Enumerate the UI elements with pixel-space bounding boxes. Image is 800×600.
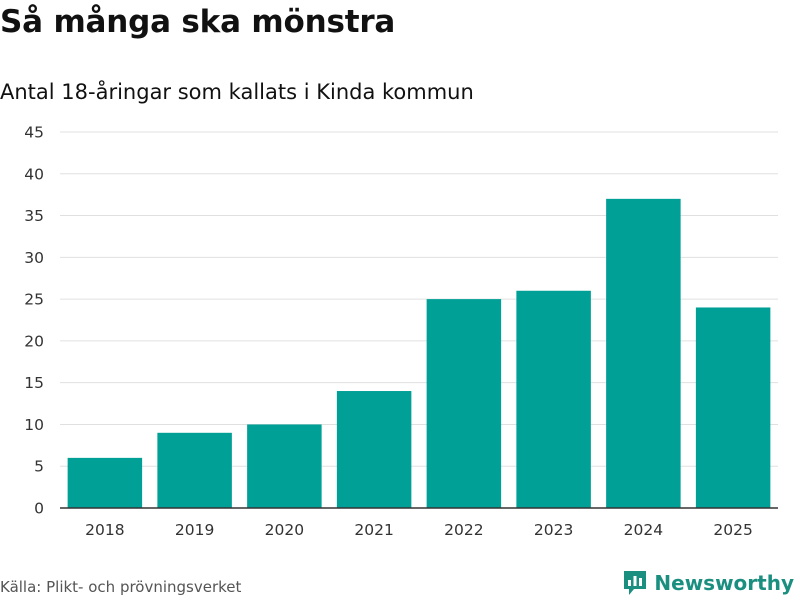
brand-name: Newsworthy [654, 571, 794, 595]
brand-logo: Newsworthy [622, 568, 794, 598]
x-tick-label: 2024 [624, 521, 663, 539]
y-tick-label: 0 [34, 500, 44, 518]
bar-2025 [695, 307, 771, 508]
y-tick-label: 35 [24, 207, 44, 225]
y-tick-label: 20 [24, 332, 44, 350]
bar-2022 [426, 299, 502, 508]
x-tick-label: 2025 [713, 521, 752, 539]
x-tick-label: 2021 [354, 521, 393, 539]
x-tick-label: 2020 [265, 521, 304, 539]
y-tick-label: 30 [24, 249, 44, 267]
chart-subtitle: Antal 18-åringar som kallats i Kinda kom… [0, 80, 474, 104]
x-tick-label: 2022 [444, 521, 483, 539]
bar-chart-logo-icon [624, 571, 647, 595]
x-tick-label: 2019 [175, 521, 214, 539]
y-tick-label: 15 [24, 374, 44, 392]
y-tick-label: 10 [24, 416, 44, 434]
y-tick-label: 40 [24, 165, 44, 183]
chart-title: Så många ska mönstra [0, 4, 396, 40]
x-tick-label: 2018 [85, 521, 124, 539]
source-note: Källa: Plikt- och prövningsverket [0, 578, 242, 596]
bar-2019 [157, 432, 232, 508]
y-tick-label: 45 [24, 124, 44, 142]
bar-2018 [67, 457, 143, 508]
y-tick-label: 5 [34, 458, 44, 476]
bar-2020 [247, 424, 322, 508]
x-tick-label: 2023 [534, 521, 573, 539]
bar-2023 [516, 290, 591, 508]
y-tick-label: 25 [24, 291, 44, 309]
bar-2021 [336, 391, 412, 508]
bar-2024 [606, 198, 681, 508]
